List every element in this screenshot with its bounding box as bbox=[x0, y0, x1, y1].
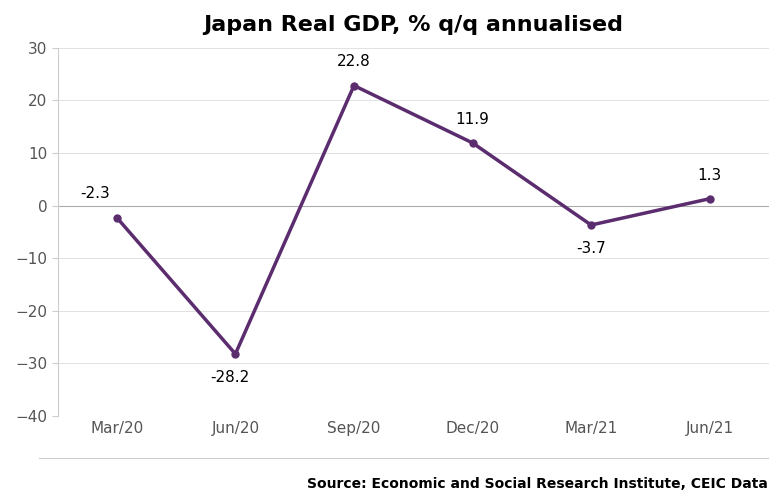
Text: 22.8: 22.8 bbox=[337, 55, 371, 69]
Text: 1.3: 1.3 bbox=[698, 167, 722, 182]
Text: Source: Economic and Social Research Institute, CEIC Data: Source: Economic and Social Research Ins… bbox=[307, 477, 768, 491]
Text: 11.9: 11.9 bbox=[456, 112, 489, 127]
Title: Japan Real GDP, % q/q annualised: Japan Real GDP, % q/q annualised bbox=[203, 15, 623, 35]
Text: -2.3: -2.3 bbox=[81, 186, 111, 201]
Text: -28.2: -28.2 bbox=[210, 370, 249, 385]
Text: -3.7: -3.7 bbox=[576, 241, 606, 256]
